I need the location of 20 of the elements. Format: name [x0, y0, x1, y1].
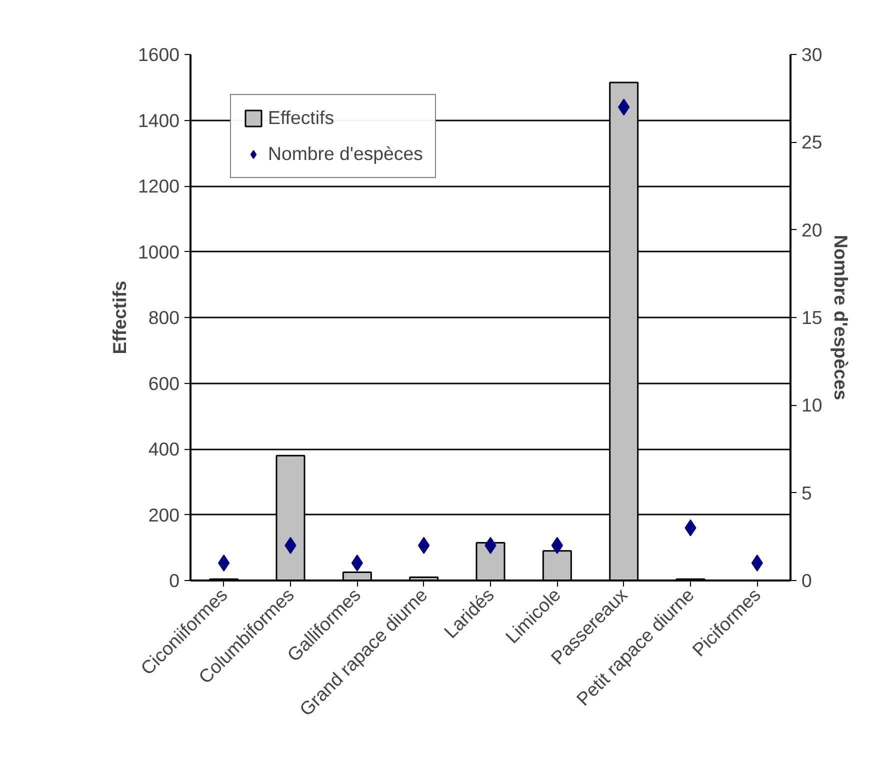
y2-tick-label: 25 [802, 132, 822, 153]
y2-tick-label: 20 [802, 219, 822, 240]
y-tick-label: 1400 [138, 110, 180, 131]
y2-tick-label: 15 [802, 307, 822, 328]
y-tick-label: 200 [148, 504, 180, 526]
y-tick-label: 1600 [138, 44, 180, 65]
y2-tick-label: 10 [802, 394, 822, 416]
y2-tick-label: 0 [802, 570, 812, 591]
y-tick-label: 800 [148, 307, 180, 328]
y-tick-label: 1000 [138, 241, 180, 262]
y-tick-label: 0 [169, 570, 180, 591]
y-axis-title: Effectifs [108, 280, 130, 354]
y2-axis-title: Nombre d'espèces [830, 234, 852, 400]
legend-label: Nombre d'espèces [268, 143, 423, 165]
y-tick-label: 400 [148, 438, 180, 460]
y-tick-label: 600 [148, 372, 180, 394]
y2-tick-label: 5 [802, 482, 812, 504]
y2-tick-label: 30 [802, 44, 822, 65]
y-tick-label: 1200 [138, 176, 180, 196]
legend-label: Effectifs [268, 107, 334, 129]
